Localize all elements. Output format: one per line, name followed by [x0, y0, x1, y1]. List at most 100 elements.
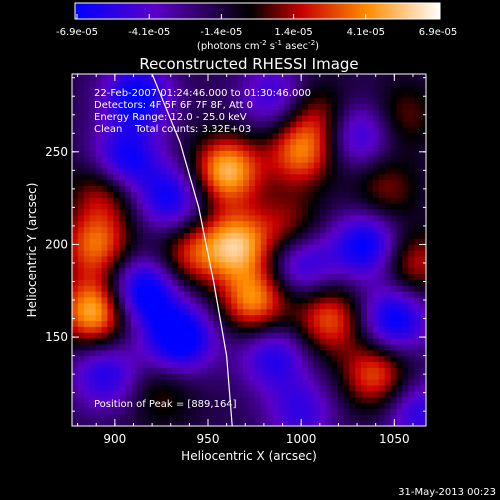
- heatmap-cell: [107, 408, 114, 415]
- heatmap-cell: [195, 302, 203, 310]
- heatmap-cell: [142, 79, 150, 87]
- heatmap-cell: [313, 402, 321, 409]
- heatmap-cell: [378, 214, 386, 222]
- heatmap-cell: [231, 285, 238, 292]
- heatmap-cell: [367, 332, 374, 339]
- heatmap-cell: [414, 390, 421, 398]
- heatmap-cell: [408, 144, 415, 151]
- heatmap-cell: [148, 232, 156, 239]
- heatmap-cell: [396, 273, 403, 280]
- heatmap-cell: [355, 355, 362, 363]
- heatmap-cell: [337, 79, 344, 87]
- heatmap-cell: [308, 173, 315, 181]
- heatmap-cell: [325, 291, 333, 298]
- heatmap-cell: [278, 291, 285, 298]
- heatmap-cell: [113, 208, 120, 216]
- heatmap-cell: [89, 226, 97, 233]
- heatmap-cell: [89, 85, 97, 93]
- heatmap-cell: [89, 402, 97, 409]
- heatmap-cell: [101, 191, 108, 198]
- heatmap-cell: [349, 144, 356, 151]
- heatmap-cell: [119, 326, 126, 333]
- heatmap-cell: [136, 85, 144, 93]
- heatmap-cell: [296, 179, 303, 187]
- heatmap-cell: [390, 208, 398, 216]
- heatmap-cell: [95, 185, 103, 192]
- heatmap-cell: [384, 408, 392, 415]
- heatmap-cell: [355, 162, 362, 169]
- heatmap-cell: [243, 414, 250, 421]
- heatmap-cell: [219, 361, 226, 368]
- heatmap-cell: [290, 244, 297, 251]
- heatmap-cell: [396, 162, 403, 169]
- heatmap-cell: [142, 144, 150, 151]
- heatmap-cell: [290, 261, 297, 269]
- heatmap-cell: [213, 203, 221, 210]
- heatmap-cell: [89, 109, 97, 116]
- heatmap-cell: [249, 220, 256, 228]
- heatmap-cell: [331, 302, 339, 310]
- heatmap-cell: [284, 420, 291, 426]
- heatmap-cell: [89, 79, 97, 87]
- heatmap-cell: [296, 285, 303, 292]
- heatmap-cell: [349, 326, 356, 333]
- heatmap-cell: [408, 197, 415, 204]
- heatmap-cell: [290, 144, 297, 151]
- heatmap-cell: [249, 85, 256, 93]
- heatmap-cell: [190, 296, 197, 304]
- heatmap-cell: [142, 355, 150, 363]
- heatmap-cell: [225, 191, 232, 198]
- heatmap-cell: [154, 267, 162, 275]
- heatmap-cell: [243, 220, 250, 228]
- heatmap-cell: [414, 261, 421, 269]
- heatmap-cell: [313, 97, 321, 104]
- heatmap-cell: [254, 173, 262, 181]
- heatmap-cell: [402, 208, 409, 216]
- heatmap-cell: [325, 343, 333, 351]
- heatmap-cell: [290, 232, 297, 239]
- heatmap-cell: [131, 244, 138, 251]
- heatmap-cell: [284, 396, 291, 404]
- heatmap-cell: [142, 203, 150, 210]
- heatmap-cell: [166, 402, 173, 409]
- heatmap-cell: [148, 314, 156, 321]
- heatmap-cell: [313, 220, 321, 228]
- heatmap-cell: [225, 390, 232, 398]
- heatmap-cell: [231, 379, 238, 386]
- heatmap-cell: [89, 150, 97, 157]
- heatmap-cell: [372, 85, 380, 93]
- heatmap-cell: [77, 373, 85, 380]
- heatmap-cell: [178, 332, 185, 339]
- heatmap-cell: [325, 173, 333, 181]
- heatmap-cell: [83, 255, 91, 263]
- heatmap-cell: [319, 326, 327, 333]
- heatmap-cell: [172, 291, 179, 298]
- heatmap-cell: [201, 162, 209, 169]
- heatmap-cell: [125, 238, 132, 245]
- heatmap-cell: [284, 120, 291, 128]
- heatmap-cell: [166, 156, 173, 163]
- heatmap-cell: [136, 420, 144, 426]
- heatmap-cell: [101, 314, 108, 321]
- heatmap-cell: [296, 208, 303, 216]
- heatmap-cell: [278, 85, 285, 93]
- heatmap-cell: [414, 103, 421, 110]
- heatmap-cell: [119, 179, 126, 187]
- heatmap-cell: [414, 162, 421, 169]
- heatmap-cell: [331, 255, 339, 263]
- heatmap-cell: [195, 109, 203, 116]
- heatmap-cell: [95, 144, 103, 151]
- heatmap-cell: [190, 250, 197, 257]
- heatmap-cell: [160, 162, 167, 169]
- heatmap-cell: [319, 267, 327, 275]
- heatmap-cell: [319, 91, 327, 99]
- heatmap-cell: [349, 74, 356, 81]
- heatmap-cell: [408, 291, 415, 298]
- heatmap-cell: [89, 156, 97, 163]
- heatmap-cell: [101, 85, 108, 93]
- heatmap-cell: [390, 379, 398, 386]
- heatmap-cell: [101, 74, 108, 81]
- heatmap-cell: [254, 232, 262, 239]
- heatmap-cell: [378, 232, 386, 239]
- heatmap-cell: [107, 308, 114, 316]
